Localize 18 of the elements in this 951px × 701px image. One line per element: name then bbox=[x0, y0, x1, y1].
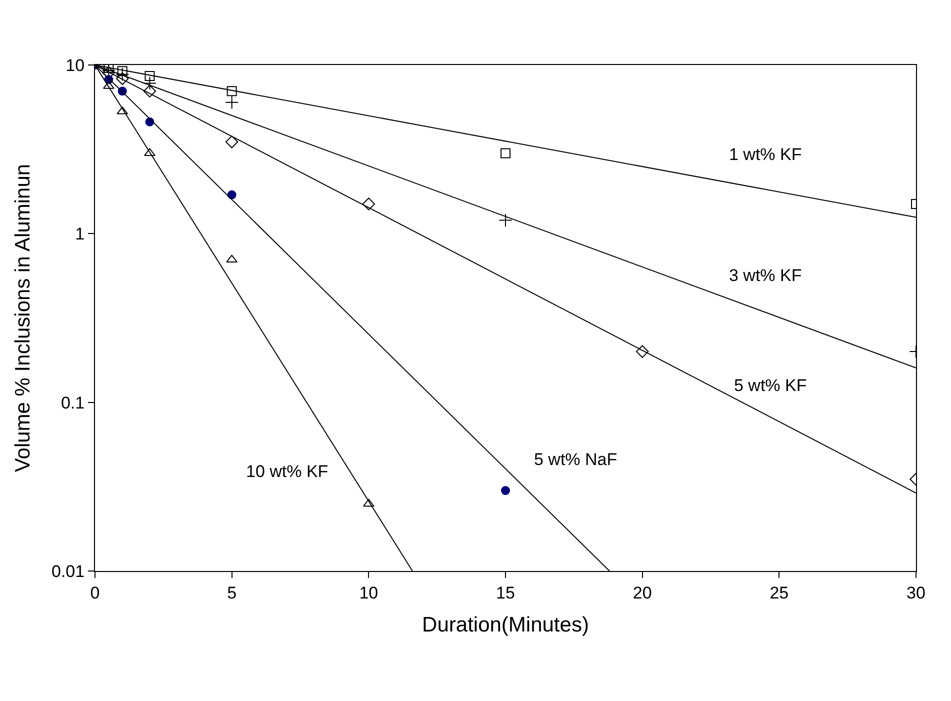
x-tick-label: 25 bbox=[770, 583, 789, 602]
annotation: 1 wt% KF bbox=[729, 145, 802, 164]
y-tick-label: 0.01 bbox=[52, 562, 85, 581]
y-tick-label: 1 bbox=[75, 224, 85, 244]
annotation: 10 wt% KF bbox=[246, 462, 328, 481]
annotation: 5 wt% KF bbox=[734, 376, 807, 395]
x-tick-label: 15 bbox=[496, 583, 515, 602]
x-axis-title: Duration(Minutes) bbox=[422, 614, 589, 637]
x-tick-label: 0 bbox=[90, 583, 100, 602]
x-tick-label: 20 bbox=[632, 583, 652, 602]
annotation: 3 wt% KF bbox=[729, 266, 802, 285]
annotation: 5 wt% NaF bbox=[534, 450, 618, 469]
y-tick-label: 0.1 bbox=[60, 393, 85, 412]
y-axis-title: Volume % Inclusions in Aluminun bbox=[12, 164, 35, 472]
x-tick-label: 10 bbox=[359, 583, 378, 602]
x-tick-label: 30 bbox=[906, 583, 926, 602]
x-tick-label: 5 bbox=[227, 583, 237, 602]
y-tick-label: 10 bbox=[66, 56, 85, 75]
